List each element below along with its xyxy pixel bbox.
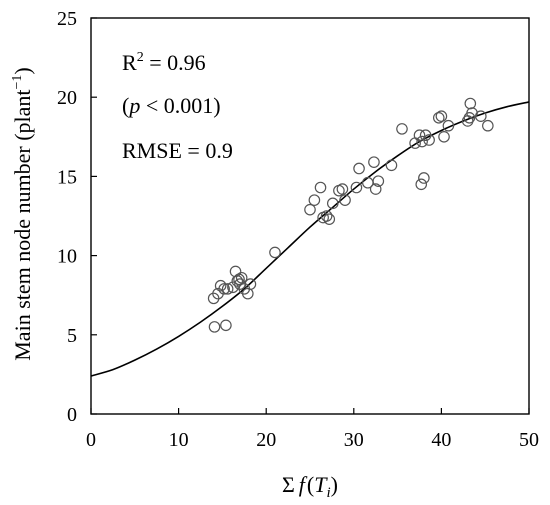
data-point bbox=[336, 183, 349, 195]
p-value-annotation: (p < 0.001) bbox=[122, 93, 221, 118]
y-tick-label: 20 bbox=[57, 87, 77, 109]
data-point bbox=[369, 183, 382, 195]
x-tick-label: 50 bbox=[519, 429, 539, 451]
data-point bbox=[269, 246, 281, 259]
data-point bbox=[231, 275, 244, 287]
x-title-paren-open: ( bbox=[307, 472, 314, 497]
data-point bbox=[423, 134, 435, 146]
data-point bbox=[416, 135, 428, 148]
x-tick-label: 40 bbox=[431, 429, 451, 451]
y-tick-label: 5 bbox=[67, 325, 77, 347]
data-point bbox=[208, 321, 221, 333]
data-point bbox=[418, 172, 430, 184]
data-point bbox=[396, 123, 408, 135]
data-point bbox=[326, 197, 339, 210]
x-title-sigma: Σ bbox=[282, 472, 295, 497]
r2-value: = 0.96 bbox=[144, 50, 206, 75]
data-point bbox=[438, 131, 450, 143]
x-tick-label: 20 bbox=[256, 429, 276, 451]
data-point bbox=[413, 129, 426, 142]
data-point bbox=[323, 213, 336, 225]
p-rest: < 0.001) bbox=[140, 93, 220, 118]
x-title-f: f bbox=[299, 472, 308, 497]
rmse-annotation: RMSE = 0.9 bbox=[122, 138, 233, 163]
data-point bbox=[432, 111, 445, 124]
data-point bbox=[233, 273, 245, 286]
y-title-sup: −1 bbox=[10, 75, 25, 90]
x-title-T: T bbox=[314, 472, 328, 497]
y-tick-label: 25 bbox=[57, 8, 77, 30]
p-open: ( bbox=[122, 93, 129, 118]
data-point bbox=[339, 194, 351, 206]
data-point bbox=[314, 181, 327, 194]
data-point bbox=[227, 281, 239, 294]
data-point bbox=[409, 137, 421, 149]
x-title-sub: i bbox=[327, 485, 331, 501]
data-point bbox=[234, 278, 246, 290]
data-point bbox=[385, 159, 398, 172]
x-tick-label: 10 bbox=[169, 429, 189, 451]
fitted-curve bbox=[90, 101, 530, 377]
r2-prefix: R bbox=[122, 50, 137, 75]
data-point bbox=[304, 203, 316, 216]
data-point bbox=[350, 181, 363, 194]
x-title-paren-close: ) bbox=[331, 472, 338, 497]
y-axis-title: Main stem node number (plant−1) bbox=[10, 67, 35, 361]
data-point bbox=[372, 175, 385, 187]
plot-area-frame bbox=[90, 17, 530, 415]
data-point bbox=[435, 110, 448, 123]
y-title-close: ) bbox=[10, 67, 35, 74]
data-point bbox=[220, 319, 232, 332]
data-point bbox=[308, 194, 321, 206]
y-tick-label: 10 bbox=[57, 246, 77, 268]
x-tick-label: 30 bbox=[344, 429, 364, 451]
data-point bbox=[463, 111, 476, 124]
data-point bbox=[214, 279, 227, 292]
r2-annotation: R2 = 0.96 bbox=[122, 50, 206, 75]
data-point bbox=[368, 156, 380, 168]
p-italic: p bbox=[127, 93, 140, 118]
data-point bbox=[475, 110, 487, 123]
y-tick-label: 15 bbox=[57, 166, 77, 188]
x-tick-label: 0 bbox=[86, 429, 96, 451]
data-point bbox=[221, 283, 234, 295]
data-point bbox=[482, 119, 494, 132]
y-title-main: Main stem node number (plant bbox=[10, 89, 35, 360]
data-point bbox=[320, 210, 333, 222]
r2-sup: 2 bbox=[137, 50, 144, 65]
data-point bbox=[415, 178, 428, 191]
y-tick-label: 0 bbox=[67, 404, 77, 426]
data-point bbox=[353, 162, 365, 175]
data-point bbox=[442, 119, 455, 132]
data-point bbox=[464, 97, 477, 110]
data-point bbox=[218, 283, 230, 295]
